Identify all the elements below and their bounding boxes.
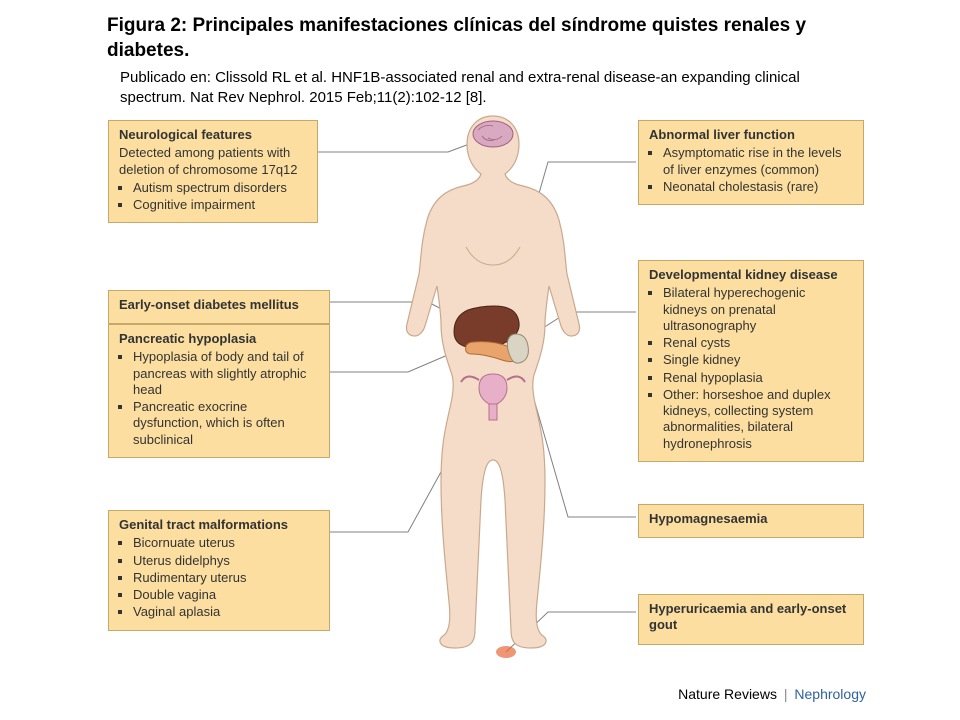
box-list-item: Single kidney — [663, 352, 853, 368]
box-list-item: Pancreatic exocrine dysfunction, which i… — [133, 399, 319, 448]
box-list-item: Double vagina — [133, 587, 319, 603]
box-list-item: Vaginal aplasia — [133, 604, 319, 620]
box-list: Autism spectrum disordersCognitive impai… — [119, 180, 307, 214]
box-diabetes: Early-onset diabetes mellitus — [108, 290, 330, 324]
box-title: Neurological features — [119, 127, 307, 143]
box-kidney: Developmental kidney disease Bilateral hy… — [638, 260, 864, 462]
box-list-item: Bicornuate uterus — [133, 535, 319, 551]
box-list-item: Autism spectrum disorders — [133, 180, 307, 196]
journal-credit: Nature Reviews | Nephrology — [678, 686, 866, 702]
figure-area: Neurological features Detected among pati… — [108, 112, 878, 708]
box-list: Bicornuate uterus Uterus didelphysRudimen… — [119, 535, 319, 620]
journal-name: Nephrology — [794, 686, 866, 702]
box-gout: Hyperuricaemia and early-onset gout — [638, 594, 864, 645]
human-body-icon — [388, 112, 598, 672]
box-lead: Detected among patients with deletion of… — [119, 145, 307, 178]
box-list: Hypoplasia of body and tail of pancreas … — [119, 349, 319, 448]
journal-sep: | — [784, 686, 788, 702]
box-title: Early-onset diabetes mellitus — [119, 297, 319, 313]
box-hypomag: Hypomagnesaemia — [638, 504, 864, 538]
box-genital: Genital tract malformations Bicornuate ut… — [108, 510, 330, 631]
box-title: Hyperuricaemia and early-onset gout — [649, 601, 853, 634]
figure-title: Figura 2: Principales manifestaciones cl… — [107, 14, 887, 63]
brain-icon — [473, 121, 513, 147]
page: Figura 2: Principales manifestaciones cl… — [0, 0, 960, 720]
box-list-item: Cognitive impairment — [133, 197, 307, 213]
gout-spot-icon — [496, 646, 516, 658]
box-list-item: Bilateral hyperechogenic kidneys on pren… — [663, 285, 853, 334]
box-list-item: Renal cysts — [663, 335, 853, 351]
box-pancreas: Pancreatic hypoplasia Hypoplasia of body … — [108, 324, 330, 458]
box-title: Genital tract malformations — [119, 517, 319, 533]
box-list: Asymptomatic rise in the levels of liver… — [649, 145, 853, 195]
box-list-item: Rudimentary uterus — [133, 570, 319, 586]
box-title: Abnormal liver function — [649, 127, 853, 143]
figure-citation: Publicado en: Clissold RL et al. HNF1B-a… — [120, 68, 840, 107]
box-list-item: Renal hypoplasia — [663, 370, 853, 386]
box-neuro: Neurological features Detected among pati… — [108, 120, 318, 223]
box-list: Bilateral hyperechogenic kidneys on pren… — [649, 285, 853, 452]
box-list-item: Other: horseshoe and duplex kidneys, col… — [663, 387, 853, 452]
box-list-item: Uterus didelphys — [133, 553, 319, 569]
box-list-item: Neonatal cholestasis (rare) — [663, 179, 853, 195]
box-list-item: Asymptomatic rise in the levels of liver… — [663, 145, 853, 178]
journal-brand: Nature Reviews — [678, 686, 777, 702]
box-title: Hypomagnesaemia — [649, 511, 853, 527]
box-liver: Abnormal liver function Asymptomatic rise… — [638, 120, 864, 205]
box-title: Pancreatic hypoplasia — [119, 331, 319, 347]
box-list-item: Hypoplasia of body and tail of pancreas … — [133, 349, 319, 398]
box-title: Developmental kidney disease — [649, 267, 853, 283]
